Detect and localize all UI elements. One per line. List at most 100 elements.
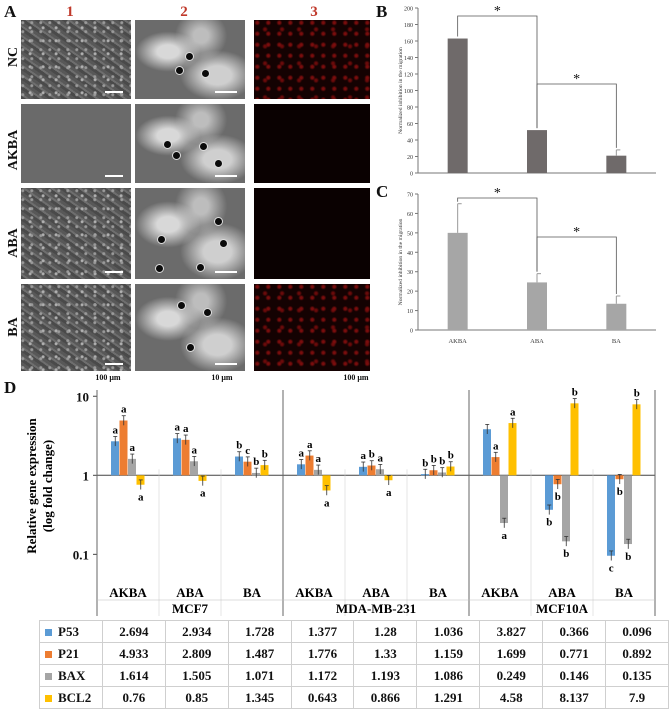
y-tick-label: 60 [407, 212, 413, 218]
micrograph-r1-c1 [21, 20, 131, 99]
membrane-pore [157, 235, 166, 245]
y-axis-title: (log fold change) [40, 440, 55, 532]
bar-bcl2 [508, 423, 517, 476]
bar-bcl2 [260, 465, 269, 476]
legend-entry-bax: BAX [39, 664, 103, 687]
table-row: BCL2 0.76 0.85 1.345 0.643 0.866 1.291 4.58 8.13… [39, 686, 669, 709]
membrane-pore [184, 51, 194, 61]
significance-letter: b [634, 388, 640, 400]
significance-letter: a [493, 440, 499, 452]
scale-bar [215, 271, 237, 273]
panel-c-letter: C [376, 182, 389, 201]
y-tick-label: 20 [407, 155, 413, 161]
significance-letter: a [307, 439, 313, 451]
y-tick-label: 80 [407, 106, 413, 112]
table-cell: 1.728 [227, 620, 292, 643]
table-cell: 1.071 [227, 664, 292, 687]
significance-star: * [573, 72, 580, 87]
significance-letter: a [510, 406, 516, 418]
y-tick-label: 50 [407, 231, 413, 237]
significance-letter: a [361, 450, 367, 462]
x-tick-label: AKBA [448, 338, 467, 345]
bar-bax [562, 475, 570, 542]
membrane-pore [162, 139, 172, 149]
bar-aba [527, 130, 547, 173]
bar-p21 [243, 461, 252, 476]
significance-letter: b [563, 548, 569, 560]
bar-ba [606, 155, 627, 173]
micrograph-r4-c2 [135, 284, 245, 371]
bar-p21 [119, 420, 128, 476]
table-row: P53 2.694 2.934 1.728 1.377 1.28 1.036 3.827 0.3… [39, 620, 669, 643]
scale-bar [105, 91, 123, 93]
scale-bar [105, 175, 123, 177]
panel-d-letter: D [4, 378, 17, 397]
membrane-pore [198, 141, 208, 151]
bar-p21 [491, 457, 500, 476]
significance-letter: b [253, 456, 259, 468]
scale-bar [215, 175, 237, 177]
bar-aba [527, 282, 547, 330]
bar-p53 [545, 475, 553, 510]
table-cell: 0.866 [353, 686, 418, 709]
y-tick-label: 10 [76, 389, 89, 404]
y-tick-label: 140 [404, 56, 413, 62]
micrograph-r2-c1 [21, 104, 131, 183]
panel-b-letter: B [376, 2, 388, 21]
significance-letter: a [378, 452, 384, 464]
significance-bracket [536, 83, 617, 148]
table-cell: 1.377 [290, 620, 355, 643]
table-cell: 2.934 [164, 620, 229, 643]
y-tick-label: 20 [407, 290, 413, 296]
table-cell: 1.487 [227, 642, 292, 665]
table-cell: 8.137 [542, 686, 607, 709]
membrane-pore [195, 262, 205, 272]
micrograph-r3-c2 [135, 188, 245, 279]
y-tick-label: 1 [83, 468, 90, 483]
category-label: BA [243, 585, 262, 600]
bar-p53 [607, 475, 615, 556]
significance-star: * [494, 186, 501, 201]
table-row: P21 4.933 2.809 1.487 1.776 1.33 1.159 1.699 0.7… [39, 642, 669, 665]
significance-bracket [457, 197, 538, 272]
table-cell: 3.827 [479, 620, 544, 643]
significance-letter: c [609, 563, 614, 575]
y-tick-label: 0 [410, 172, 413, 178]
micrograph-r2-c3 [254, 104, 370, 183]
category-label: BA [615, 585, 634, 600]
bar-bax [500, 475, 508, 524]
table-cell: 0.249 [479, 664, 544, 687]
chart-b: 0 20 40 60 80 100 120 140 160 180 200 Normalized in… [398, 4, 656, 178]
y-axis-title: Relative gene expression [24, 417, 39, 553]
bar-bax [624, 475, 632, 545]
y-axis-title: Normalized inhibition in the migration [398, 47, 404, 134]
significance-star: * [573, 225, 580, 240]
column-label-3: 3 [310, 4, 318, 20]
significance-letter: c [245, 445, 250, 457]
membrane-pore [185, 343, 195, 353]
scale-label-1: 100 μm [95, 373, 121, 382]
category-label: ABA [362, 585, 390, 600]
membrane-pore [214, 217, 224, 227]
table-cell: 1.345 [227, 686, 292, 709]
scale-bar [105, 271, 123, 273]
panel-a-letter: A [4, 2, 17, 21]
category-label: ABA [176, 585, 204, 600]
y-tick-label: 10 [407, 309, 413, 315]
membrane-pore [214, 159, 224, 169]
table-cell: 2.694 [101, 620, 166, 643]
micrograph-r4-c1 [21, 284, 131, 371]
bar-p53 [297, 464, 305, 476]
legend-swatch [45, 629, 52, 637]
significance-letter: a [386, 487, 392, 499]
table-cell: 1.776 [290, 642, 355, 665]
significance-letter: a [299, 448, 305, 460]
y-axis-title: Normalized inhibition in the migration [398, 218, 404, 305]
y-tick-label: 120 [404, 73, 413, 79]
group-label: MCF7 [172, 601, 209, 616]
table-cell: 7.9 [605, 686, 669, 709]
legend-entry-bcl2: BCL2 [39, 686, 103, 709]
significance-letter: b [555, 491, 561, 503]
table-cell: 4.933 [101, 642, 166, 665]
bar-p53 [173, 438, 181, 476]
